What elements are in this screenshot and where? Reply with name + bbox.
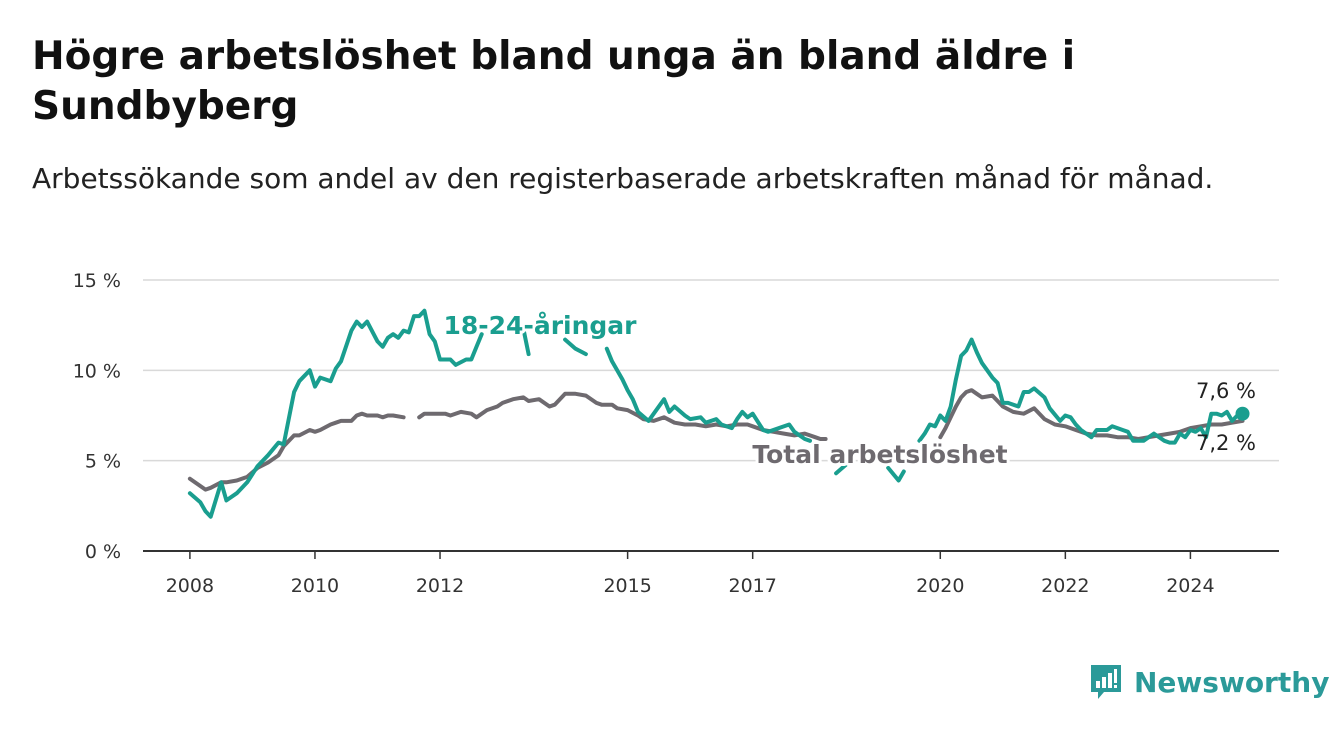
chart-subtitle: Arbetssökande som andel av den registerb…: [32, 162, 1214, 195]
x-tick-label: 2020: [916, 575, 964, 597]
y-tick-label: 0 %: [85, 541, 121, 563]
x-axis: 2008 2010 2012 2015 2017 2020 2022 2024: [143, 550, 1279, 597]
series-lines: [187, 308, 1250, 519]
series-label-total: Total arbetslöshet: [752, 440, 1007, 469]
x-tick-label: 2012: [416, 575, 464, 597]
newsworthy-logo-icon: [1091, 665, 1121, 699]
y-tick-label: 5 %: [85, 451, 121, 473]
end-value-total: 7,2 %: [1196, 431, 1256, 455]
series-labels: 18-24-åringar Total arbetslöshet 7,6 % 7…: [441, 308, 1257, 472]
x-tick-label: 2024: [1166, 575, 1214, 597]
x-tick-label: 2022: [1041, 575, 1089, 597]
end-value-youth: 7,6 %: [1196, 379, 1256, 403]
series-label-youth: 18-24-åringar: [444, 311, 638, 340]
newsworthy-brand: Newsworthy: [1088, 660, 1329, 704]
chart-title: Högre arbetslöshet bland unga än bland ä…: [32, 34, 1076, 129]
x-tick-label: 2010: [291, 575, 339, 597]
series-line-total: [187, 388, 1245, 492]
x-tick-label: 2017: [729, 575, 777, 597]
y-tick-label: 15 %: [73, 270, 121, 292]
series-line-youth: [187, 308, 1245, 519]
end-marker-youth: [1235, 406, 1250, 421]
x-tick-label: 2008: [166, 575, 214, 597]
grid: 0 % 5 % 10 % 15 %: [73, 270, 1279, 563]
brand-name: Newsworthy: [1134, 665, 1330, 699]
y-tick-label: 10 %: [73, 360, 121, 382]
x-tick-label: 2015: [603, 575, 651, 597]
